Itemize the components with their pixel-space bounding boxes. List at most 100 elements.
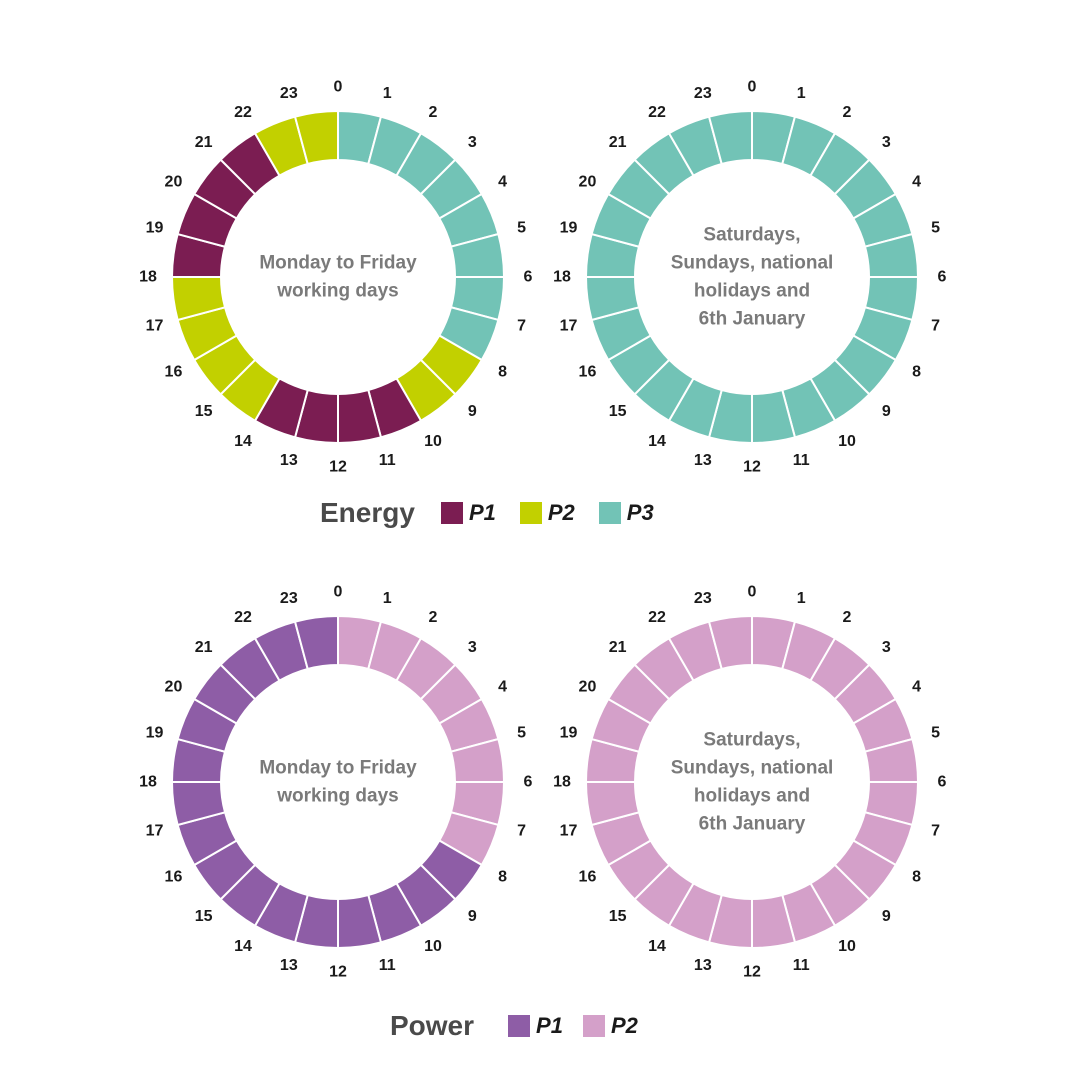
hour-label-16: 16 bbox=[165, 869, 183, 886]
hour-label-8: 8 bbox=[498, 869, 507, 886]
hour-label-14: 14 bbox=[234, 938, 252, 955]
hour-label-11: 11 bbox=[379, 452, 396, 469]
hour-label-9: 9 bbox=[882, 908, 891, 925]
hour-label-10: 10 bbox=[424, 433, 442, 450]
hour-label-5: 5 bbox=[517, 219, 526, 236]
hour-label-12: 12 bbox=[329, 964, 347, 981]
hour-label-12: 12 bbox=[743, 459, 761, 476]
hour-label-16: 16 bbox=[579, 869, 597, 886]
legend-item-energy-p2: P2 bbox=[519, 500, 575, 526]
hour-label-0: 0 bbox=[748, 584, 757, 601]
hour-label-1: 1 bbox=[797, 85, 806, 102]
center-label-line: holidays and bbox=[694, 281, 810, 302]
hour-label-1: 1 bbox=[797, 590, 806, 607]
hour-label-20: 20 bbox=[165, 174, 183, 191]
hour-label-6: 6 bbox=[524, 774, 533, 791]
hour-label-9: 9 bbox=[882, 403, 891, 420]
center-label-line: Monday to Friday bbox=[259, 253, 417, 274]
legend-item-power-p1: P1 bbox=[508, 1013, 563, 1039]
hour-label-22: 22 bbox=[234, 104, 252, 121]
hour-label-7: 7 bbox=[517, 318, 526, 335]
hour-label-5: 5 bbox=[517, 724, 526, 741]
hour-label-11: 11 bbox=[793, 957, 810, 974]
hour-label-23: 23 bbox=[694, 85, 712, 102]
hour-label-9: 9 bbox=[468, 403, 477, 420]
hour-segment-23 bbox=[293, 614, 339, 671]
hour-label-15: 15 bbox=[195, 908, 213, 925]
hour-label-8: 8 bbox=[912, 364, 921, 381]
legend-swatch-power-p1 bbox=[508, 1015, 531, 1037]
hour-label-23: 23 bbox=[280, 590, 298, 607]
hour-label-11: 11 bbox=[379, 957, 396, 974]
hour-label-9: 9 bbox=[468, 908, 477, 925]
hour-label-20: 20 bbox=[165, 679, 183, 696]
hour-label-19: 19 bbox=[146, 219, 164, 236]
hour-label-22: 22 bbox=[234, 609, 252, 626]
hour-label-21: 21 bbox=[609, 639, 627, 656]
hour-label-7: 7 bbox=[517, 823, 526, 840]
hour-label-13: 13 bbox=[694, 957, 712, 974]
hour-label-20: 20 bbox=[579, 174, 597, 191]
hour-label-15: 15 bbox=[609, 908, 627, 925]
hour-label-1: 1 bbox=[383, 85, 392, 102]
center-label-line: Sundays, national bbox=[671, 758, 834, 779]
hour-label-13: 13 bbox=[280, 957, 298, 974]
hour-label-8: 8 bbox=[498, 364, 507, 381]
hour-label-21: 21 bbox=[609, 134, 627, 151]
hour-label-4: 4 bbox=[498, 679, 507, 696]
hour-label-17: 17 bbox=[560, 318, 578, 335]
power-weekend-ring: 0 1234567891011121314151617181920212223Sa… bbox=[553, 584, 946, 981]
legend-label-energy-p3: P3 bbox=[626, 500, 654, 525]
hour-label-10: 10 bbox=[424, 938, 442, 955]
hour-label-12: 12 bbox=[329, 459, 347, 476]
legend-label-power-p2: P2 bbox=[610, 1013, 638, 1038]
center-label-line: Saturdays, bbox=[703, 225, 800, 246]
hour-label-5: 5 bbox=[931, 219, 940, 236]
center-label-line: working days bbox=[276, 281, 398, 302]
hour-label-15: 15 bbox=[195, 403, 213, 420]
hour-label-23: 23 bbox=[280, 85, 298, 102]
hour-label-6: 6 bbox=[938, 774, 947, 791]
hour-label-7: 7 bbox=[931, 318, 940, 335]
hour-label-12: 12 bbox=[743, 964, 761, 981]
hour-label-23: 23 bbox=[694, 590, 712, 607]
legend-swatch-energy-p2 bbox=[519, 502, 542, 524]
legend-label-energy-p1: P1 bbox=[468, 500, 496, 525]
power-legend-title: Power bbox=[390, 1010, 475, 1041]
hour-label-21: 21 bbox=[195, 639, 213, 656]
hour-segment-23 bbox=[707, 109, 753, 166]
hour-label-5: 5 bbox=[931, 724, 940, 741]
hour-label-17: 17 bbox=[146, 318, 164, 335]
energy-legend: Energy P1 P2 P3 bbox=[320, 497, 678, 529]
hour-label-13: 13 bbox=[280, 452, 298, 469]
hour-label-2: 2 bbox=[843, 104, 852, 121]
hour-label-10: 10 bbox=[838, 433, 856, 450]
hour-label-2: 2 bbox=[429, 104, 438, 121]
hour-label-16: 16 bbox=[579, 364, 597, 381]
hour-label-0: 0 bbox=[334, 584, 343, 601]
hour-label-0: 0 bbox=[334, 79, 343, 96]
legend-swatch-energy-p1 bbox=[440, 502, 463, 524]
legend-item-power-p2: P2 bbox=[582, 1013, 638, 1039]
hour-label-2: 2 bbox=[429, 609, 438, 626]
center-label-line: 6th January bbox=[699, 814, 806, 835]
legend-label-energy-p2: P2 bbox=[547, 500, 575, 525]
hour-label-6: 6 bbox=[524, 269, 533, 286]
hour-label-21: 21 bbox=[195, 134, 213, 151]
hour-label-15: 15 bbox=[609, 403, 627, 420]
legend-swatch-energy-p3 bbox=[598, 502, 621, 524]
hour-label-18: 18 bbox=[139, 774, 157, 791]
hour-label-6: 6 bbox=[938, 269, 947, 286]
hour-label-20: 20 bbox=[579, 679, 597, 696]
hour-label-14: 14 bbox=[234, 433, 252, 450]
hour-segment-23 bbox=[293, 109, 339, 166]
hour-label-17: 17 bbox=[560, 823, 578, 840]
hour-label-4: 4 bbox=[912, 174, 921, 191]
hour-label-3: 3 bbox=[468, 134, 477, 151]
hour-label-8: 8 bbox=[912, 869, 921, 886]
hour-label-3: 3 bbox=[882, 134, 891, 151]
hour-label-19: 19 bbox=[560, 219, 578, 236]
energy-legend-title: Energy bbox=[320, 497, 415, 528]
hour-label-14: 14 bbox=[648, 938, 666, 955]
